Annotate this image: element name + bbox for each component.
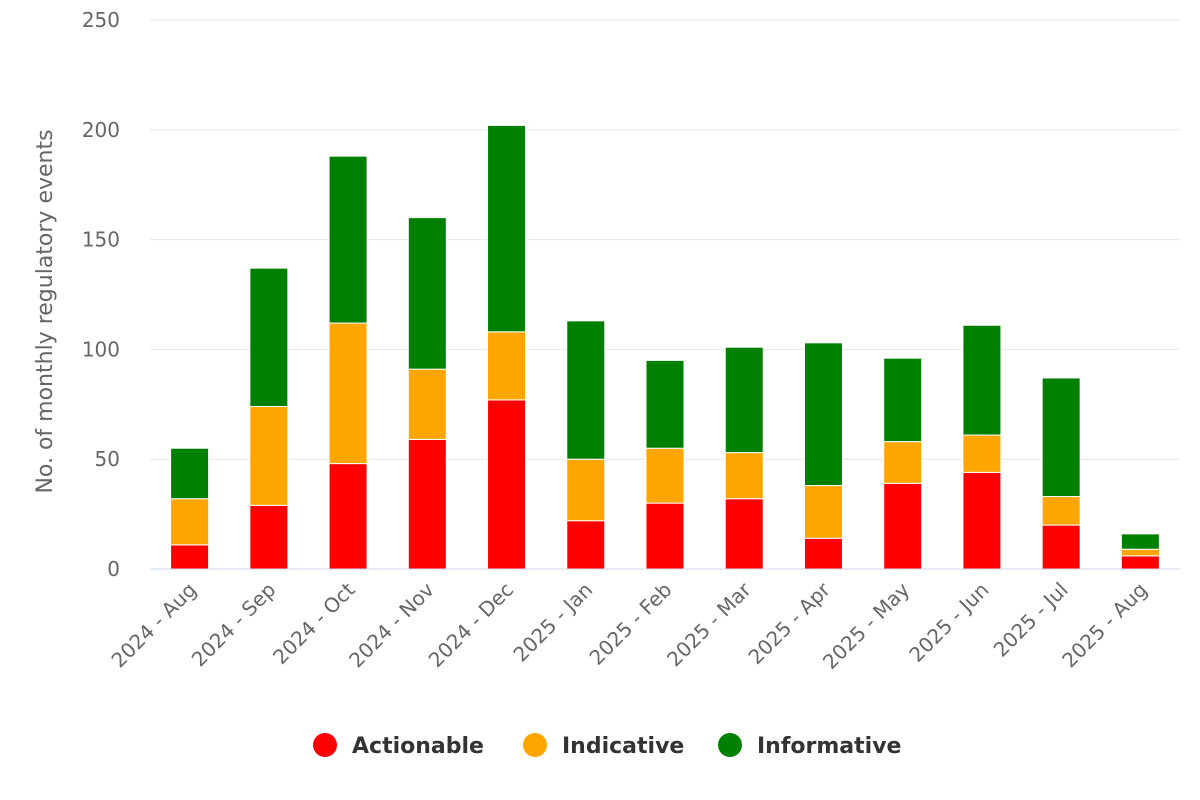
bar-actionable-9[interactable] [883, 482, 923, 570]
y-tick-label: 250 [82, 8, 120, 32]
bar-indicative-2[interactable] [328, 322, 368, 465]
bar-indicative-10[interactable] [962, 434, 1002, 473]
y-tick-label: 200 [82, 118, 120, 142]
legend: Actionable Indicative Informative [313, 733, 901, 759]
legend-marker [313, 733, 337, 757]
bar-indicative-12[interactable] [1120, 548, 1160, 557]
legend-label: Informative [757, 734, 901, 759]
x-tick-label: 2024 - Sep [187, 578, 281, 672]
x-tick-label: 2024 - Aug [106, 578, 201, 673]
legend-item-indicative[interactable]: Indicative [523, 733, 684, 759]
bar-indicative-6[interactable] [645, 447, 685, 504]
legend-item-actionable[interactable]: Actionable [313, 733, 484, 759]
y-tick-label: 100 [82, 337, 120, 361]
bar-actionable-12[interactable] [1120, 555, 1160, 570]
bar-actionable-5[interactable] [566, 520, 606, 570]
x-tick-label: 2025 - Jul [989, 578, 1073, 662]
x-tick-label: 2025 - May [818, 577, 914, 673]
bar-indicative-9[interactable] [883, 441, 923, 484]
legend-marker [718, 733, 742, 757]
bar-indicative-7[interactable] [724, 452, 764, 500]
bar-indicative-5[interactable] [566, 458, 606, 522]
bar-informative-4[interactable] [487, 124, 527, 333]
x-tick-label: 2024 - Dec [424, 578, 518, 672]
legend-marker [523, 733, 547, 757]
x-tick-label: 2025 - Mar [662, 577, 756, 671]
y-tick-label: 150 [82, 228, 120, 252]
bar-indicative-11[interactable] [1041, 496, 1081, 526]
x-tick-label: 2025 - Jun [904, 578, 993, 667]
bar-indicative-1[interactable] [249, 405, 289, 506]
grid-lines [150, 19, 1180, 460]
bar-actionable-4[interactable] [487, 399, 527, 570]
x-tick-label: 2024 - Nov [344, 577, 439, 672]
bars [170, 124, 1160, 570]
y-tick-label: 50 [95, 447, 120, 471]
bar-informative-11[interactable] [1041, 377, 1081, 498]
bar-indicative-3[interactable] [407, 368, 447, 440]
bar-informative-2[interactable] [328, 155, 368, 324]
bar-indicative-4[interactable] [487, 331, 527, 401]
bar-informative-1[interactable] [249, 267, 289, 407]
bar-actionable-7[interactable] [724, 498, 764, 570]
x-tick-label: 2025 - Aug [1057, 578, 1152, 673]
bar-informative-8[interactable] [803, 342, 843, 487]
bar-actionable-0[interactable] [170, 544, 210, 570]
bar-informative-9[interactable] [883, 357, 923, 443]
bar-actionable-3[interactable] [407, 438, 447, 570]
bar-actionable-6[interactable] [645, 502, 685, 570]
bar-actionable-10[interactable] [962, 471, 1002, 570]
bar-informative-6[interactable] [645, 359, 685, 449]
legend-item-informative[interactable]: Informative [718, 733, 901, 759]
bar-informative-5[interactable] [566, 320, 606, 460]
y-axis-title: No. of monthly regulatory events [33, 129, 58, 493]
bar-indicative-8[interactable] [803, 485, 843, 539]
legend-label: Actionable [352, 734, 484, 759]
bar-actionable-8[interactable] [803, 537, 843, 570]
y-axis-ticks: 0 50 100 150 200 250 [82, 8, 120, 581]
bar-informative-12[interactable] [1120, 533, 1160, 550]
y-tick-label: 0 [107, 557, 120, 581]
bar-actionable-1[interactable] [249, 504, 289, 570]
legend-label: Indicative [562, 734, 684, 759]
bar-informative-0[interactable] [170, 447, 210, 500]
bar-actionable-11[interactable] [1041, 524, 1081, 570]
bar-informative-3[interactable] [407, 217, 447, 370]
bar-informative-7[interactable] [724, 346, 764, 454]
bar-actionable-2[interactable] [328, 463, 368, 570]
bar-indicative-0[interactable] [170, 498, 210, 546]
bar-informative-10[interactable] [962, 324, 1002, 436]
